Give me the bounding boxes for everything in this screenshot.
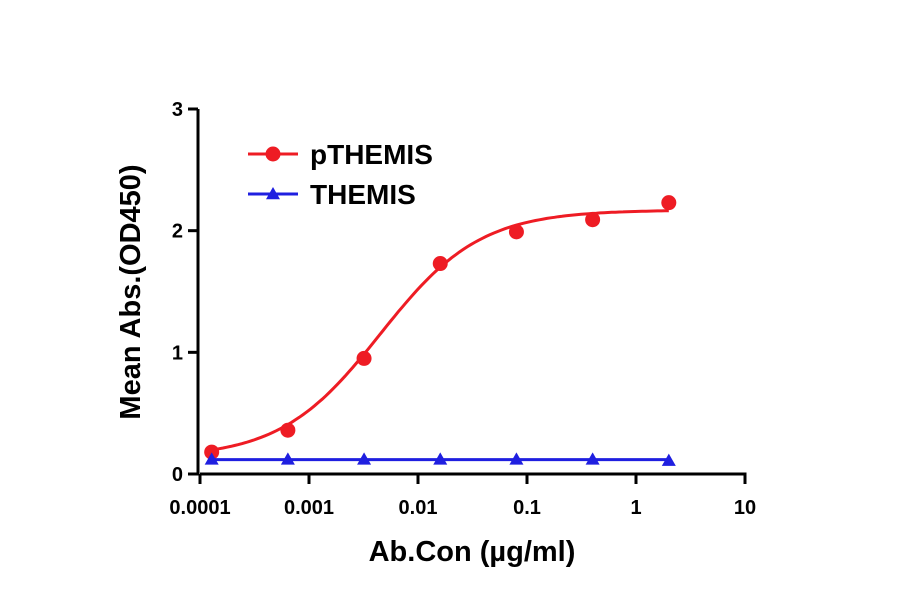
x-axis-title: Ab.Con (µg/ml) (369, 536, 576, 568)
y-tick-label: 0 (172, 464, 183, 486)
legend-label: THEMIS (310, 179, 416, 210)
legend-item: pTHEMIS (248, 139, 433, 170)
data-point (585, 212, 601, 228)
y-axis-title: Mean Abs.(OD450) (115, 164, 147, 419)
data-point (661, 195, 677, 211)
legend: pTHEMIS THEMIS (248, 139, 433, 210)
data-point (509, 452, 524, 465)
data-point (432, 256, 448, 272)
series (204, 195, 677, 466)
fit-line-pthemis (211, 209, 669, 452)
y-tick-label: 2 (172, 221, 183, 243)
data-point (280, 452, 295, 465)
axes: 0 1 2 3 0.0001 0.001 0.01 0.1 1 10 (169, 99, 756, 519)
x-tick-label: 0.0001 (169, 497, 230, 519)
data-point (508, 224, 524, 240)
x-tick-label: 10 (734, 497, 756, 519)
data-point (661, 453, 676, 466)
series-themis (204, 452, 676, 466)
data-point (357, 452, 372, 465)
data-point (204, 452, 219, 465)
y-tick-label: 1 (172, 342, 183, 364)
x-tick-label: 0.01 (399, 497, 438, 519)
y-tick-label: 3 (172, 99, 183, 121)
data-point (433, 452, 448, 465)
x-tick-label: 0.1 (513, 497, 541, 519)
data-point (204, 444, 220, 460)
x-tick-label: 1 (630, 497, 641, 519)
legend-item: THEMIS (248, 179, 416, 210)
data-point (280, 422, 296, 438)
legend-label: pTHEMIS (310, 139, 433, 170)
x-tick-label: 0.001 (284, 497, 334, 519)
data-point (585, 452, 600, 465)
series-pthemis (204, 195, 677, 460)
data-point (356, 350, 372, 366)
legend-marker (266, 187, 280, 200)
legend-marker (265, 146, 281, 162)
